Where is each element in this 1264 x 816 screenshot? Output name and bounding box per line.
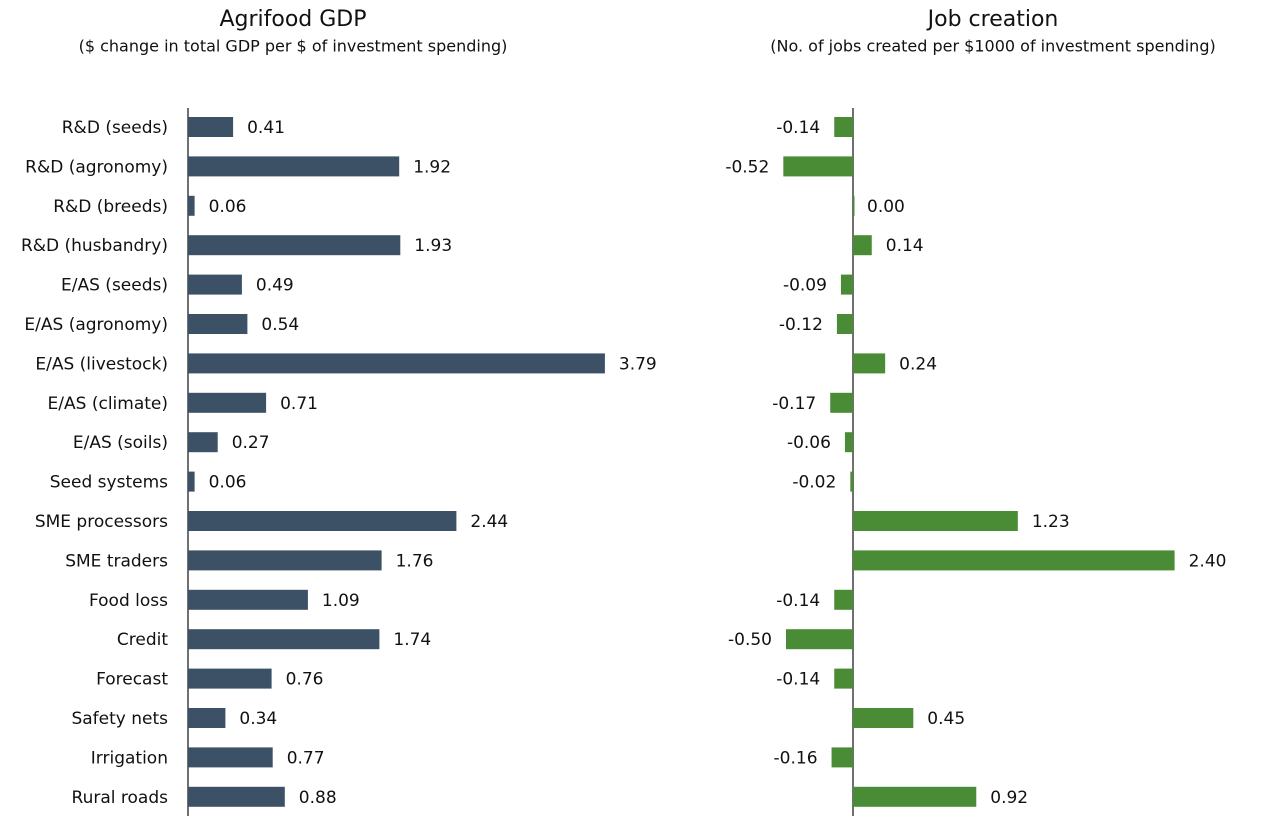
data-label: 0.24 xyxy=(899,354,937,374)
data-label: 2.40 xyxy=(1189,551,1227,571)
data-label: -0.14 xyxy=(776,118,820,138)
y-tick-label: Safety nets xyxy=(71,709,168,729)
bar xyxy=(840,274,853,295)
bar xyxy=(188,432,218,453)
data-label: -0.09 xyxy=(783,276,827,296)
chart-title: Job creation xyxy=(926,7,1059,32)
bar xyxy=(188,668,272,689)
bar xyxy=(844,432,853,453)
y-tick-label: Seed systems xyxy=(50,473,168,493)
bar xyxy=(783,156,853,177)
y-tick-label: R&D (seeds) xyxy=(62,118,168,138)
bar xyxy=(188,786,285,807)
data-label: 1.93 xyxy=(414,236,452,256)
data-label: -0.02 xyxy=(792,473,836,493)
data-label: 2.44 xyxy=(470,512,508,532)
data-label: 0.34 xyxy=(239,709,277,729)
data-label: -0.17 xyxy=(772,394,816,414)
bar xyxy=(853,195,855,216)
data-label: -0.52 xyxy=(725,157,769,177)
bar xyxy=(188,629,380,650)
bar xyxy=(831,747,853,768)
bar xyxy=(188,747,273,768)
data-label: 1.09 xyxy=(322,591,360,611)
bar xyxy=(188,117,234,137)
data-label: 0.92 xyxy=(990,788,1028,808)
bar xyxy=(188,550,382,571)
chart-subtitle: ($ change in total GDP per $ of investme… xyxy=(79,37,508,56)
y-tick-label: SME processors xyxy=(35,512,168,532)
data-label: 3.79 xyxy=(619,354,657,374)
data-label: 0.49 xyxy=(256,276,294,296)
data-label: 0.88 xyxy=(299,788,337,808)
y-tick-label: E/AS (agronomy) xyxy=(24,315,168,335)
bar xyxy=(834,668,853,689)
y-tick-label: Rural roads xyxy=(72,788,169,808)
y-tick-label: E/AS (climate) xyxy=(48,394,168,414)
data-label: 0.14 xyxy=(886,236,924,256)
data-label: -0.14 xyxy=(776,670,820,690)
data-label: 0.41 xyxy=(247,118,285,138)
bar xyxy=(188,471,195,492)
y-tick-label: Credit xyxy=(117,630,168,650)
data-label: 0.71 xyxy=(280,394,318,414)
data-label: -0.12 xyxy=(779,315,823,335)
data-label: -0.50 xyxy=(728,630,772,650)
y-tick-label: R&D (agronomy) xyxy=(25,157,168,177)
y-tick-label: E/AS (livestock) xyxy=(35,354,168,374)
data-label: 0.06 xyxy=(209,197,247,217)
bar xyxy=(188,392,267,413)
data-label: 0.76 xyxy=(286,670,324,690)
y-tick-label: R&D (breeds) xyxy=(53,197,168,217)
bar xyxy=(853,708,914,728)
y-tick-label: Forecast xyxy=(96,670,168,690)
bar xyxy=(834,589,853,610)
y-tick-label: R&D (husbandry) xyxy=(21,236,168,256)
bar xyxy=(834,117,853,137)
bar xyxy=(830,392,853,413)
data-label: 1.23 xyxy=(1032,512,1070,532)
bar xyxy=(836,314,853,334)
y-tick-label: Food loss xyxy=(89,591,168,611)
data-label: -0.14 xyxy=(776,591,820,611)
y-tick-label: E/AS (soils) xyxy=(73,433,168,453)
bar xyxy=(850,471,853,492)
y-tick-label: E/AS (seeds) xyxy=(61,276,168,296)
data-label: 1.74 xyxy=(393,630,431,650)
y-tick-label: SME traders xyxy=(65,551,168,571)
data-label: 1.76 xyxy=(396,551,434,571)
data-label: -0.06 xyxy=(787,433,831,453)
bar xyxy=(188,195,195,216)
bar xyxy=(786,629,853,650)
data-label: 0.06 xyxy=(209,473,247,493)
data-label: 0.54 xyxy=(261,315,299,335)
bar xyxy=(188,274,242,295)
chart-title: Agrifood GDP xyxy=(219,7,366,32)
data-label: 1.92 xyxy=(413,157,451,177)
bar xyxy=(853,353,886,374)
data-label: 0.45 xyxy=(927,709,965,729)
data-label: 0.00 xyxy=(867,197,905,217)
bar xyxy=(188,589,308,610)
bar xyxy=(188,353,605,374)
bar xyxy=(853,511,1018,531)
data-label: 0.77 xyxy=(287,748,325,768)
bar xyxy=(188,708,226,728)
data-label: 0.27 xyxy=(232,433,270,453)
bar xyxy=(853,786,977,807)
y-tick-label: Irrigation xyxy=(91,748,168,768)
bar xyxy=(188,314,248,334)
chart-subtitle: (No. of jobs created per $1000 of invest… xyxy=(770,37,1215,56)
bar xyxy=(853,550,1175,571)
bar xyxy=(853,235,872,256)
bar xyxy=(188,511,457,531)
bar xyxy=(188,156,400,177)
bar xyxy=(188,235,401,256)
data-label: -0.16 xyxy=(774,748,818,768)
